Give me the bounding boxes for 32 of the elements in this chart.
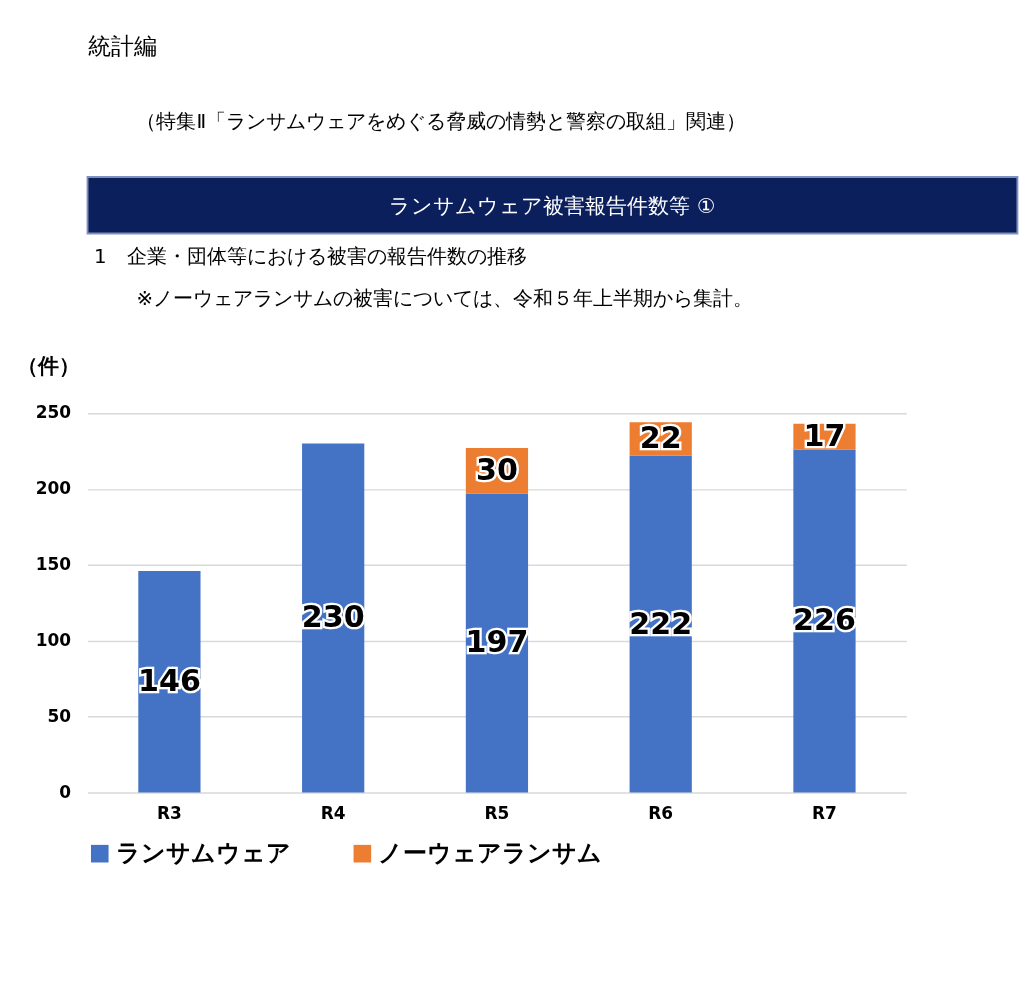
bar [793,449,856,793]
y-tick-label: 100 [35,629,72,650]
y-tick-label: 50 [47,705,72,726]
y-axis-title: （件） [17,354,81,379]
bar [302,443,365,793]
data-label: 226 [793,602,856,638]
y-tick-label: 150 [35,554,72,575]
bar [629,455,692,793]
text: ※ノーウェアランサムの被害については、令和５年上半期から集計。 [136,286,754,310]
data-label: 146 [137,663,201,699]
data-label: 30 [475,452,518,488]
x-tick-label: R3 [157,803,182,824]
legend-label: ランサムウェア [115,838,291,868]
text: ランサムウェア被害報告件数等 ① [389,193,716,218]
data-label: 222 [629,605,693,641]
legend-label: ノーウェアランサム [378,838,603,868]
x-tick-label: R6 [648,803,674,824]
data-label: 22 [639,420,682,456]
chart-title: 統計編 [87,32,157,59]
chart-subtitle: （特集Ⅱ「ランサムウェアをめぐる脅威の情勢と警察の取組」関連） [136,110,747,134]
x-tick-label: R4 [320,803,346,824]
y-tick-label: 200 [35,478,72,499]
bar [138,570,201,793]
y-tick-label: 0 [59,781,72,802]
bar [465,493,529,793]
y-tick-label: 250 [35,402,72,423]
x-tick-label: R5 [484,803,510,824]
x-tick-label: R7 [812,803,837,824]
data-label: 197 [465,624,529,660]
text: 1 企業・団体等における被害の報告件数の推移 [94,244,527,268]
data-label: 17 [803,418,846,454]
data-label: 230 [301,599,365,635]
